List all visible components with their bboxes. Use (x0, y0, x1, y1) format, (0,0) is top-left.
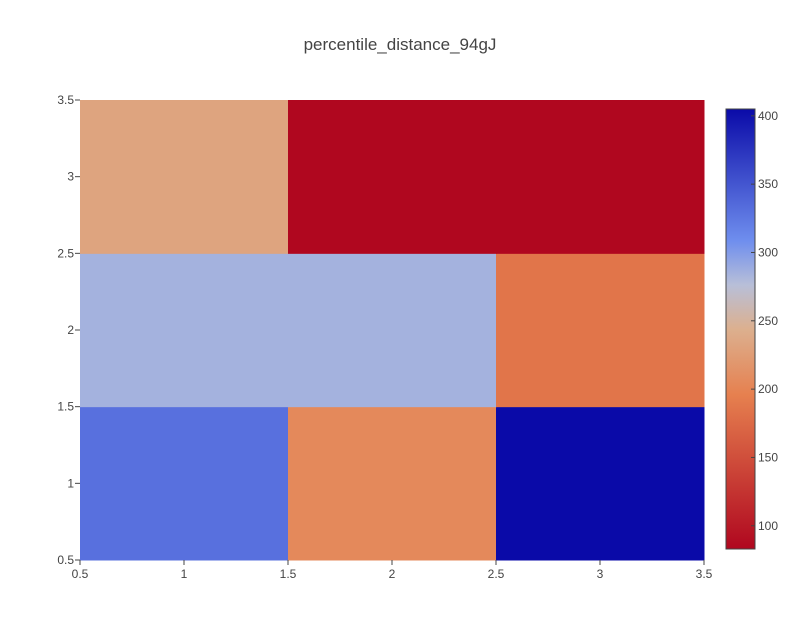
heatmap-cells (80, 100, 705, 561)
heatmap-cell (288, 253, 497, 408)
y-tick-label: 1 (67, 476, 74, 490)
heatmap-cell (80, 253, 289, 408)
heatmap-cell (288, 100, 497, 254)
y-axis: 0.5 1 1.5 2 2.5 3 3.5 (57, 93, 80, 567)
x-tick-label: 2.5 (488, 567, 505, 581)
x-tick-label: 2 (389, 567, 396, 581)
colorbar-gradient (725, 108, 756, 550)
heatmap-cell (80, 100, 289, 254)
x-tick-label: 1.5 (280, 567, 297, 581)
heatmap-cell (496, 406, 705, 561)
colorbar-tick-label: 300 (758, 245, 778, 259)
colorbar-tick-label: 150 (758, 450, 778, 464)
y-tick-label: 2 (67, 323, 74, 337)
heatmap-cell (496, 253, 705, 408)
heatmap-cell (80, 406, 289, 561)
x-tick-label: 3.5 (696, 567, 713, 581)
chart-title: percentile_distance_94gJ (304, 35, 497, 54)
y-tick-label: 1.5 (57, 400, 74, 414)
x-tick-label: 3 (597, 567, 604, 581)
y-tick-label: 0.5 (57, 553, 74, 567)
colorbar-tick-label: 250 (758, 314, 778, 328)
x-tick-label: 1 (181, 567, 188, 581)
colorbar-tick-label: 100 (758, 519, 778, 533)
x-tick-label: 0.5 (72, 567, 89, 581)
y-tick-label: 2.5 (57, 246, 74, 260)
heatmap-cell (288, 406, 497, 561)
colorbar-tick-label: 350 (758, 177, 778, 191)
y-tick-label: 3 (67, 170, 74, 184)
y-tick-label: 3.5 (57, 93, 74, 107)
colorbar-tick-label: 400 (758, 109, 778, 123)
x-axis: 0.5 1 1.5 2 2.5 3 3.5 (72, 560, 713, 581)
colorbar: 100 150 200 250 300 350 400 (725, 108, 778, 550)
heatmap-cell (496, 100, 705, 254)
colorbar-tick-label: 200 (758, 382, 778, 396)
